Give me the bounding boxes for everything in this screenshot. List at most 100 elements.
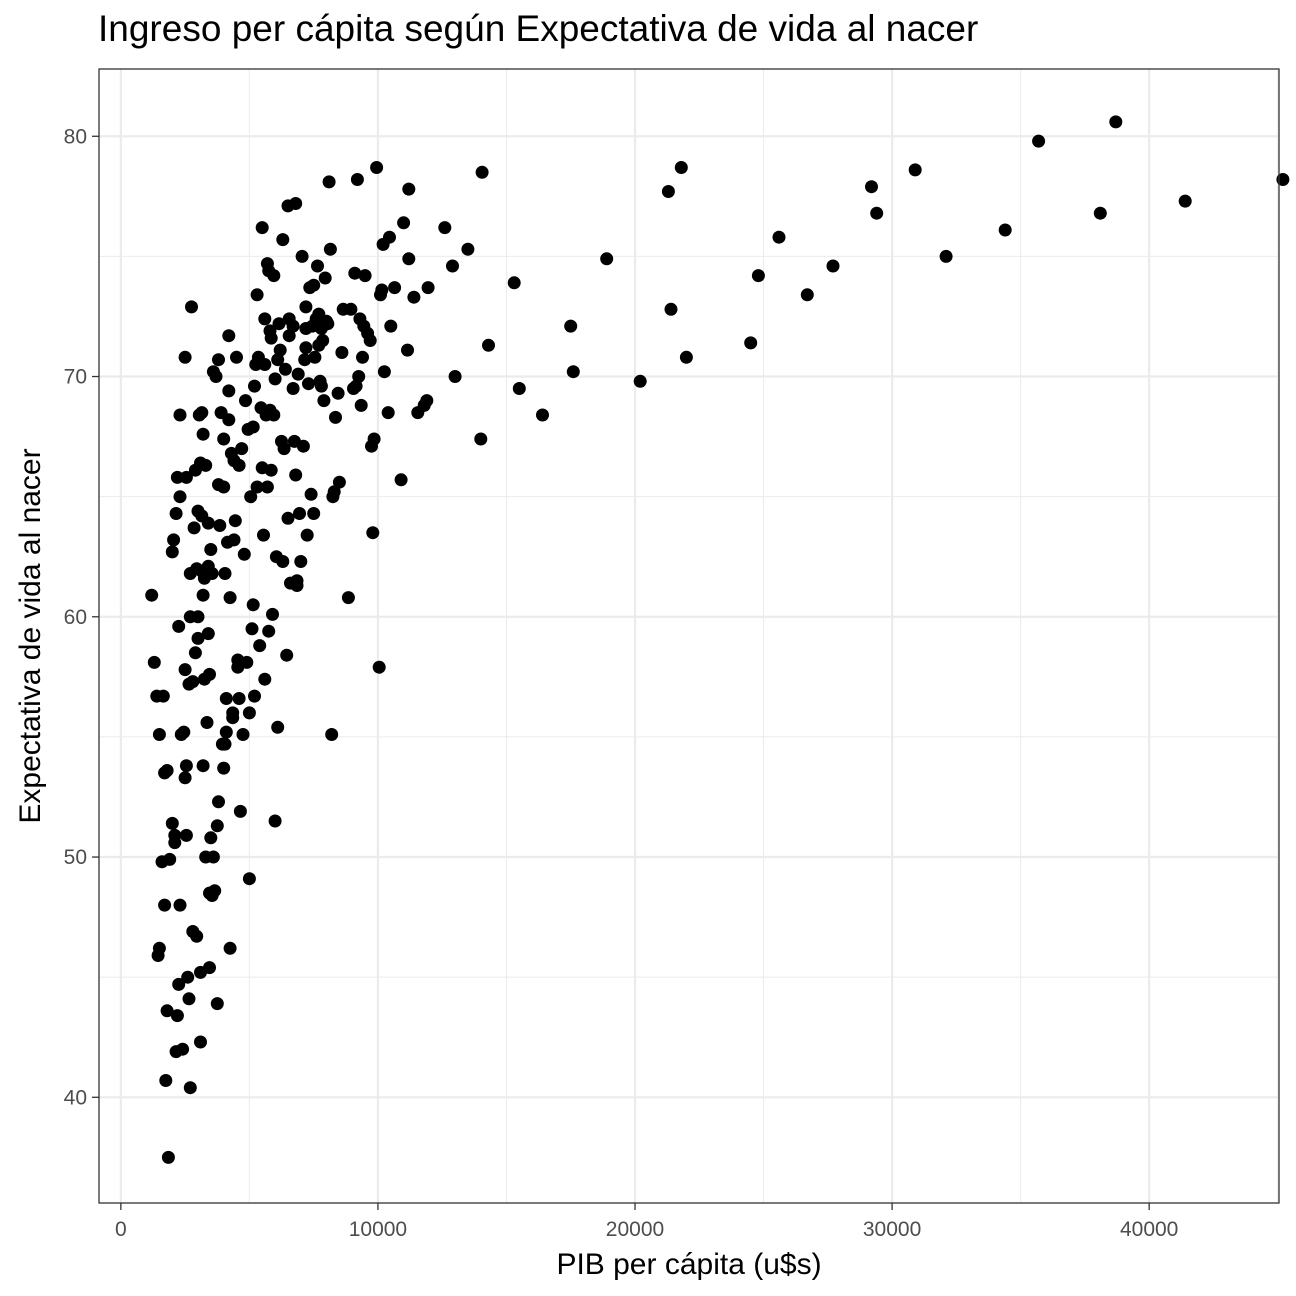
- data-point: [217, 432, 231, 446]
- data-point: [172, 977, 186, 991]
- data-point: [200, 716, 214, 729]
- data-point: [299, 341, 313, 355]
- data-point: [258, 672, 272, 686]
- data-point: [507, 276, 521, 290]
- data-point: [204, 543, 218, 556]
- data-point: [356, 350, 369, 364]
- data-point: [299, 300, 313, 314]
- data-point: [674, 161, 688, 174]
- data-point: [203, 961, 216, 975]
- data-point: [311, 259, 324, 273]
- data-point: [475, 165, 489, 179]
- y-tick-label: 40: [64, 1086, 87, 1109]
- data-point: [271, 720, 285, 734]
- data-point: [226, 711, 240, 725]
- data-point: [482, 338, 495, 352]
- data-point: [147, 655, 161, 669]
- data-point: [187, 521, 201, 535]
- data-point: [366, 526, 380, 540]
- data-point: [248, 689, 261, 703]
- x-tick-label: 30000: [863, 1218, 921, 1241]
- data-point: [772, 230, 786, 244]
- data-point: [322, 175, 336, 189]
- data-point: [201, 627, 215, 641]
- data-point: [566, 365, 580, 379]
- data-point: [865, 180, 878, 194]
- data-point: [286, 319, 300, 333]
- data-point: [512, 382, 526, 395]
- data-point: [217, 480, 231, 494]
- data-point: [664, 302, 678, 316]
- data-point: [633, 374, 647, 388]
- x-tick-label: 40000: [1120, 1218, 1178, 1241]
- axes: 0 10000 20000 30000 40000 40 50 60 70 80: [64, 125, 1179, 1241]
- data-point: [199, 458, 213, 472]
- data-point: [183, 1081, 197, 1095]
- data-point: [286, 382, 300, 395]
- data-point: [163, 852, 177, 866]
- data-point: [167, 533, 181, 547]
- data-point: [165, 816, 179, 830]
- data-point: [316, 334, 330, 347]
- data-point: [244, 490, 258, 504]
- data-point: [300, 528, 314, 542]
- data-point: [152, 941, 166, 955]
- x-axis-title: PIB per cápita (u$s): [556, 1248, 821, 1281]
- data-point: [289, 468, 303, 482]
- data-point: [262, 624, 276, 638]
- data-point: [267, 408, 281, 422]
- data-point: [178, 663, 192, 677]
- data-point: [397, 216, 411, 230]
- data-point: [190, 929, 204, 943]
- data-point: [461, 242, 475, 256]
- data-point: [1109, 115, 1123, 129]
- data-point: [158, 898, 172, 912]
- chart-title: Ingreso per cápita según Expectativa de …: [98, 8, 979, 49]
- data-point: [178, 350, 192, 364]
- data-point: [344, 302, 358, 316]
- data-point: [296, 439, 310, 453]
- data-point: [438, 221, 452, 235]
- data-point: [367, 432, 381, 446]
- data-point: [248, 379, 261, 393]
- data-point: [219, 725, 233, 739]
- data-point: [908, 163, 922, 177]
- data-point: [268, 372, 282, 386]
- data-point: [230, 350, 243, 364]
- data-point: [998, 223, 1012, 237]
- data-point: [258, 312, 272, 326]
- data-point: [204, 831, 218, 845]
- data-point: [258, 358, 272, 371]
- data-point: [939, 249, 953, 263]
- data-point: [188, 646, 202, 660]
- data-point: [420, 394, 434, 408]
- data-point: [372, 660, 386, 674]
- data-point: [232, 692, 246, 705]
- data-point: [276, 233, 290, 247]
- data-point: [363, 334, 377, 347]
- data-point: [1093, 206, 1107, 220]
- data-point: [448, 370, 462, 383]
- data-point: [239, 394, 252, 408]
- data-point: [201, 516, 215, 530]
- data-point: [181, 970, 195, 984]
- data-point: [335, 346, 349, 359]
- data-point: [264, 463, 278, 477]
- data-point: [178, 771, 192, 785]
- x-tick-label: 10000: [349, 1218, 407, 1241]
- plot-panel: [99, 69, 1279, 1203]
- y-tick-label: 80: [64, 125, 87, 148]
- data-point: [277, 442, 291, 456]
- data-point: [218, 567, 232, 580]
- data-point: [196, 588, 210, 602]
- data-point: [257, 528, 270, 542]
- data-point: [317, 394, 331, 408]
- data-point: [227, 533, 241, 547]
- data-point: [191, 610, 205, 624]
- data-point: [421, 281, 435, 295]
- data-point: [388, 281, 402, 295]
- data-point: [168, 836, 182, 850]
- data-point: [381, 406, 395, 420]
- data-point: [384, 319, 398, 333]
- data-point: [281, 511, 295, 525]
